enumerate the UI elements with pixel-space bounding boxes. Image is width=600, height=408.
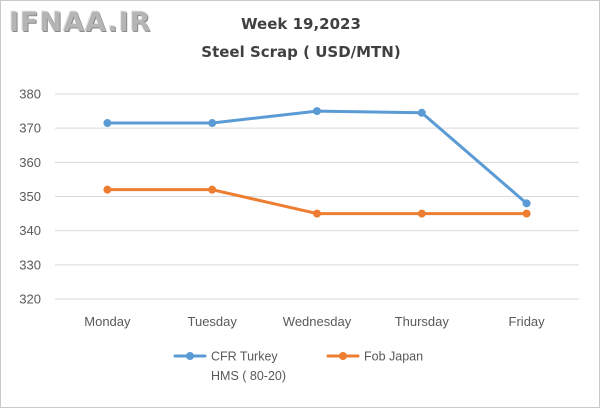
x-tick-label: Tuesday	[188, 314, 238, 329]
y-tick-label: 370	[19, 121, 41, 136]
data-point	[208, 119, 217, 128]
x-tick-label: Friday	[509, 314, 546, 329]
legend-marker	[186, 352, 194, 360]
data-point	[417, 108, 426, 117]
y-tick-label: 340	[19, 223, 41, 238]
x-tick-label: Thursday	[395, 314, 450, 329]
data-point	[313, 107, 321, 116]
data-point	[103, 119, 112, 128]
legend-label: Fob Japan	[364, 350, 423, 364]
y-tick-label: 350	[19, 189, 41, 204]
data-point	[313, 209, 321, 218]
y-tick-label: 360	[19, 155, 41, 170]
x-tick-label: Wednesday	[283, 314, 352, 329]
data-point	[522, 199, 531, 208]
data-point	[522, 209, 531, 218]
data-point	[208, 185, 217, 194]
data-point	[417, 209, 426, 218]
legend-marker	[339, 352, 347, 360]
chart-subtitle: Steel Scrap ( USD/MTN)	[201, 43, 401, 61]
data-point	[103, 185, 112, 194]
x-tick-label: Monday	[84, 314, 131, 329]
legend-label-line2: HMS ( 80-20)	[211, 369, 286, 383]
chart-title: Week 19,2023	[241, 15, 361, 33]
y-tick-label: 380	[19, 87, 41, 102]
legend-label: CFR Turkey	[211, 350, 278, 364]
watermark-logo: IFNAA.IR	[9, 7, 152, 38]
y-tick-label: 330	[19, 257, 41, 272]
y-tick-label: 320	[19, 292, 41, 307]
